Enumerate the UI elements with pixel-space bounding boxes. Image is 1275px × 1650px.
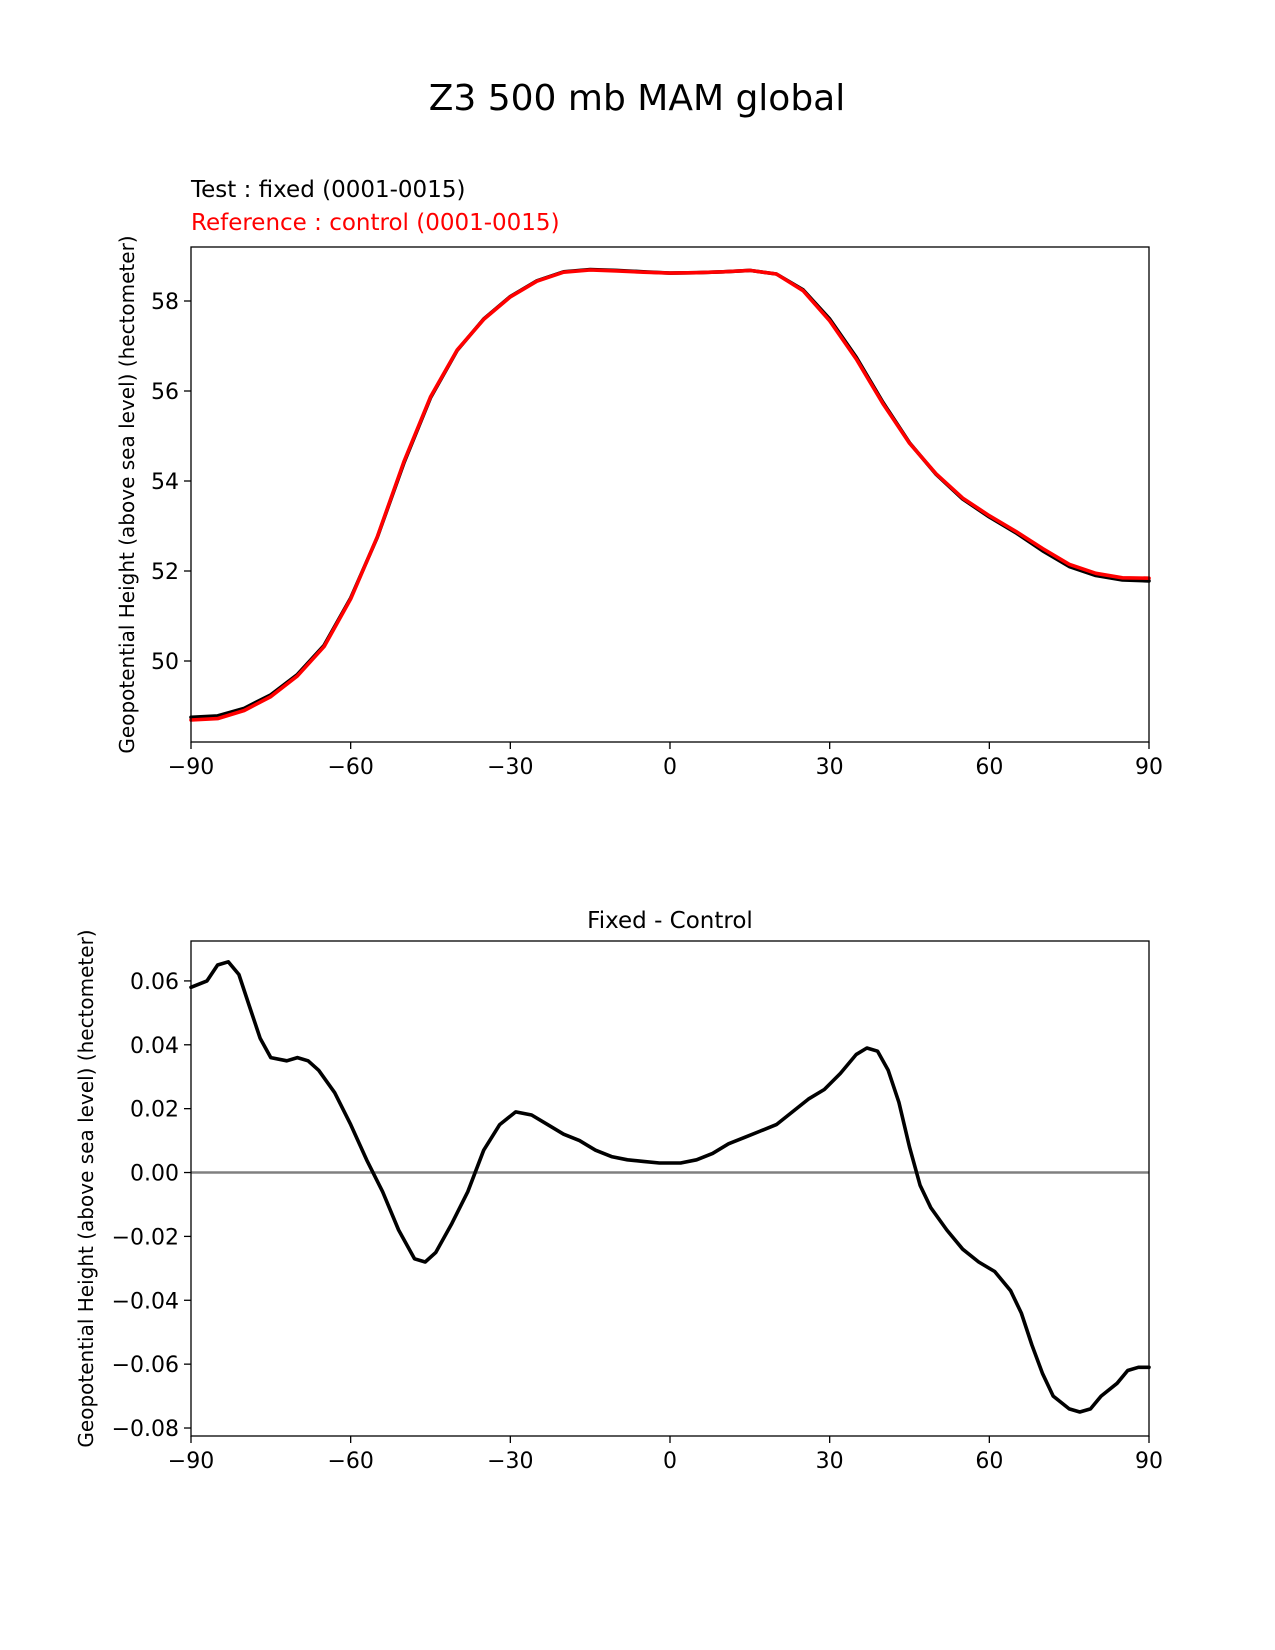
bottom-plot-lines	[189, 959, 1151, 1414]
series-line-test	[189, 267, 1151, 720]
y-tick-label: 58	[151, 290, 179, 315]
x-tick-label: 0	[663, 755, 677, 780]
bottom-plot-title: Fixed - Control	[587, 908, 753, 934]
x-tick-label: −90	[168, 755, 214, 780]
test-label: Test : fixed (0001-0015)	[190, 177, 465, 203]
y-tick-label: 54	[151, 470, 179, 495]
x-tick-label: −30	[487, 1449, 533, 1474]
top-plot-ylabel: Geopotential Height (above sea level) (h…	[115, 235, 139, 753]
x-tick-label: −30	[487, 755, 533, 780]
y-tick-label: −0.04	[112, 1289, 179, 1314]
x-tick-label: 30	[816, 755, 844, 780]
x-tick-label: 90	[1135, 1449, 1163, 1474]
y-tick-label: −0.08	[112, 1417, 179, 1442]
x-tick-label: −90	[168, 1449, 214, 1474]
y-tick-label: 0.04	[130, 1034, 179, 1059]
x-tick-label: 90	[1135, 755, 1163, 780]
y-tick-label: 50	[151, 650, 179, 675]
y-tick-label: 0.02	[130, 1098, 179, 1123]
x-tick-label: 60	[975, 1449, 1003, 1474]
x-tick-label: −60	[327, 1449, 373, 1474]
top-plot-ticks: −90 −60 −30 0 30 60 90 50 52 54 56 58	[151, 290, 1163, 780]
x-tick-label: −60	[327, 755, 373, 780]
y-tick-label: 52	[151, 560, 179, 585]
series-line-reference	[189, 268, 1151, 722]
top-plot: Test : fixed (0001-0015) Reference : con…	[115, 177, 1163, 780]
y-tick-label: −0.06	[112, 1353, 179, 1378]
top-plot-frame	[190, 246, 1150, 743]
bottom-plot-ylabel: Geopotential Height (above sea level) (h…	[74, 929, 98, 1447]
y-tick-label: 56	[151, 380, 179, 405]
y-tick-label: −0.02	[112, 1225, 179, 1250]
reference-label: Reference : control (0001-0015)	[191, 210, 560, 236]
x-tick-label: 30	[816, 1449, 844, 1474]
figure-title: Z3 500 mb MAM global	[429, 78, 846, 119]
series-line-difference	[189, 959, 1151, 1414]
y-tick-label: 0.00	[130, 1162, 179, 1187]
y-tick-label: 0.06	[130, 970, 179, 995]
bottom-plot: Fixed - Control −90 −60 −30 0 30 60 90 0.06 0.04…	[74, 908, 1163, 1474]
bottom-plot-frame	[190, 940, 1150, 1437]
top-plot-lines	[189, 267, 1151, 722]
bottom-plot-ticks: −90 −60 −30 0 30 60 90 0.06 0.04 0.02 0.00 −0.02 −0.…	[112, 970, 1163, 1474]
x-tick-label: 60	[975, 755, 1003, 780]
x-tick-label: 0	[663, 1449, 677, 1474]
